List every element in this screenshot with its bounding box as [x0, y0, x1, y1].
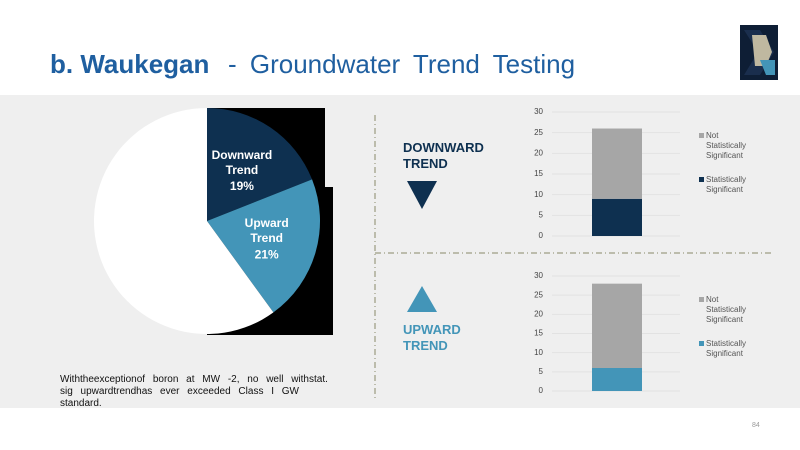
bar-segment: [592, 198, 642, 236]
legend-label: Not Statistically Significant: [706, 295, 747, 324]
y-tick-label: 20: [534, 148, 543, 157]
pie-slice: [93, 108, 274, 334]
y-tick-label: 20: [534, 309, 543, 318]
page-number: 84: [752, 422, 760, 429]
trend-marker: [407, 286, 437, 312]
logo: [740, 25, 778, 80]
legend-label: Statistically Significant: [706, 339, 747, 358]
bar-segment: [592, 368, 642, 391]
y-tick-label: 10: [534, 190, 543, 199]
slice-value: 60%: [136, 249, 160, 263]
note: Withtheexceptionof boron at MW -2, no we…: [60, 374, 328, 409]
legend-swatch: [699, 297, 704, 302]
pie-slice: [207, 108, 313, 221]
slice-label: No Trend: [121, 218, 174, 233]
y-tick-label: 0: [539, 231, 544, 240]
trend-marker: [407, 181, 437, 209]
panel-label: DOWNWARD TREND: [403, 140, 484, 171]
slice-value: 21%: [255, 248, 279, 262]
y-tick-label: 15: [534, 329, 543, 338]
y-tick-label: 5: [539, 367, 544, 376]
bar-segment: [592, 283, 642, 368]
title-prefix: b. Waukegan: [50, 49, 209, 79]
y-tick-label: 30: [534, 271, 543, 280]
legend-swatch: [699, 341, 704, 346]
y-tick-label: 25: [534, 290, 543, 299]
y-tick-label: 30: [534, 107, 543, 116]
bar-segment: [592, 128, 642, 199]
slice-label: Downward Trend: [211, 147, 273, 177]
slice-value: 19%: [230, 179, 254, 193]
legend-swatch: [699, 133, 704, 138]
pie-slice: [207, 179, 320, 313]
y-tick-label: 10: [534, 348, 543, 357]
legend-swatch: [699, 177, 704, 182]
y-tick-label: 0: [539, 386, 544, 395]
panel-label: UPWARD TREND: [403, 322, 461, 353]
legend-label: Statistically Significant: [706, 175, 747, 194]
legend-label: Not Statistically Significant: [706, 131, 747, 160]
y-tick-label: 5: [539, 210, 544, 219]
y-tick-label: 15: [534, 169, 543, 178]
slice-label: Upward Trend: [244, 216, 289, 246]
title: - Groundwater Trend Testing: [228, 49, 575, 79]
y-tick-label: 25: [534, 128, 543, 137]
